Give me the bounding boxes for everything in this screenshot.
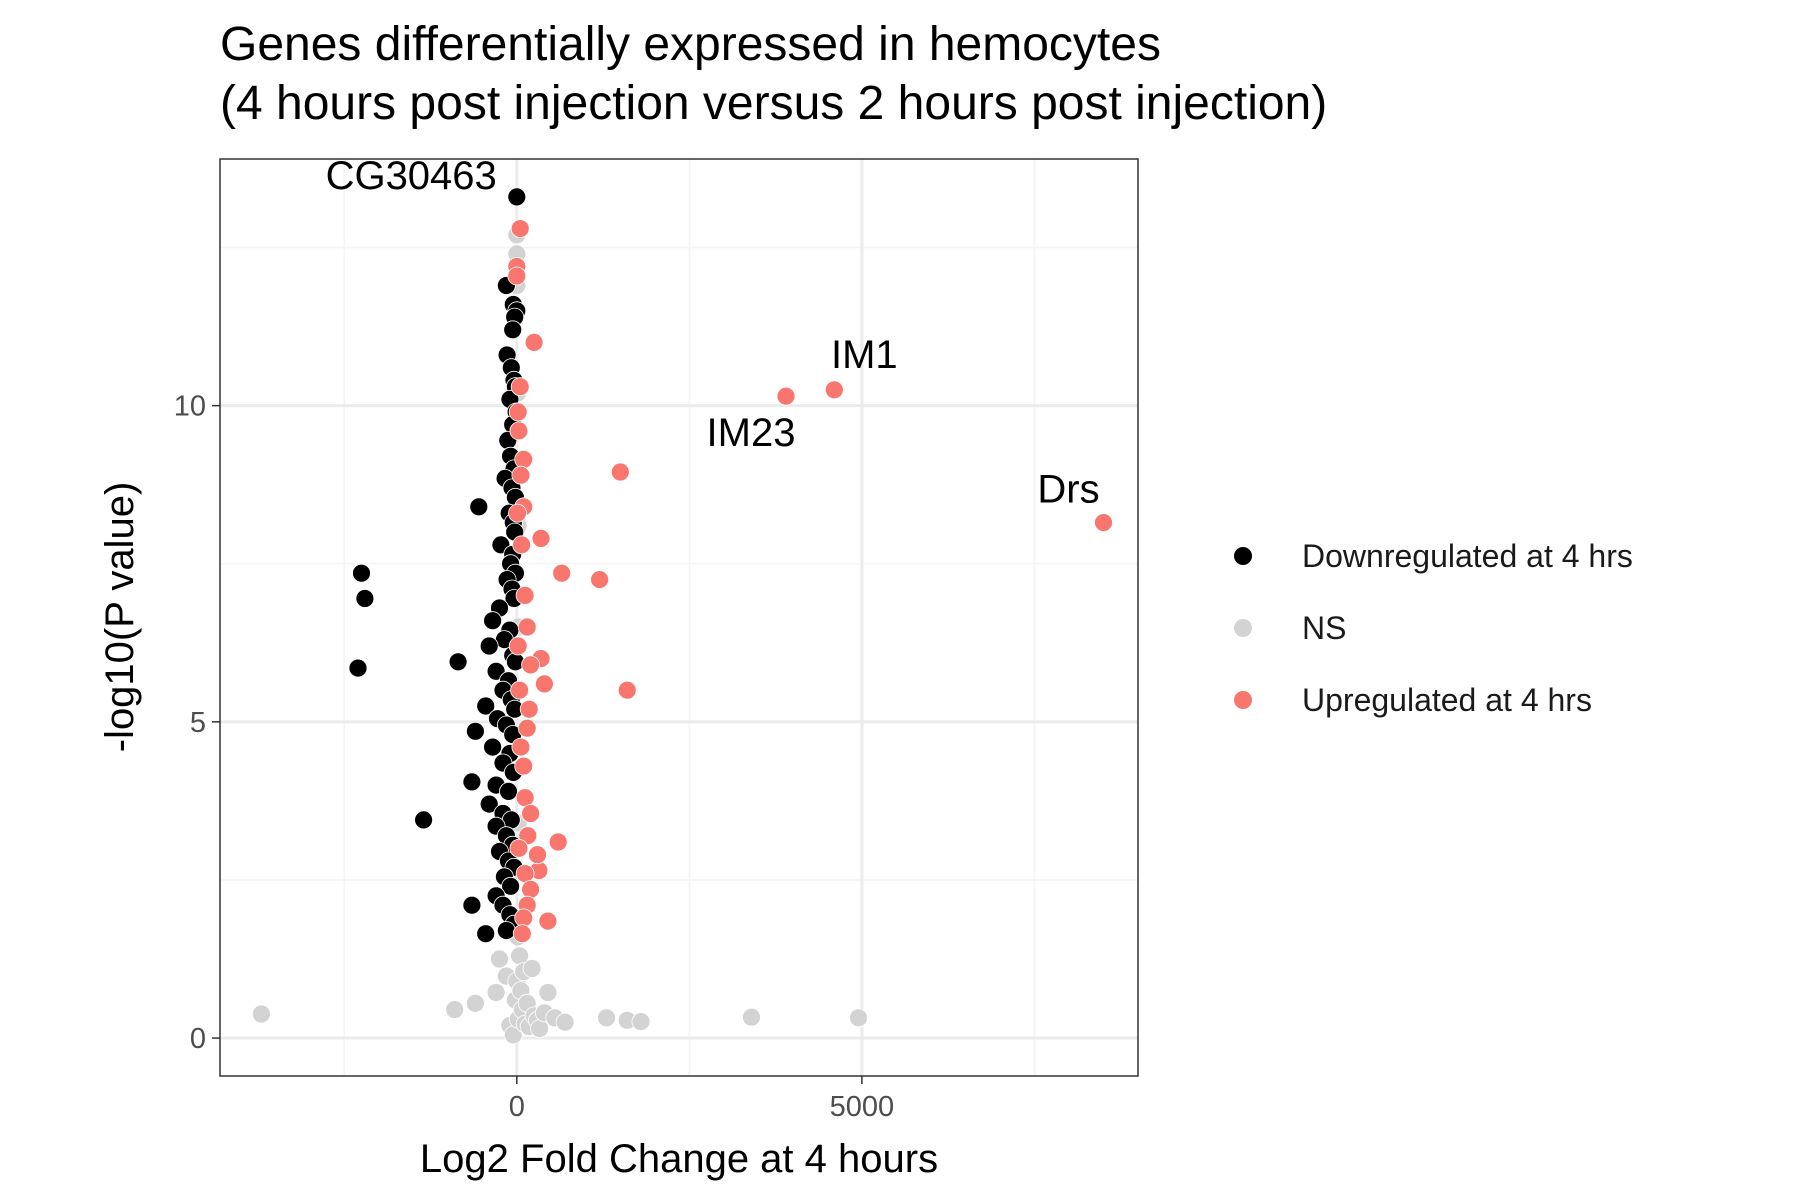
data-point (510, 219, 530, 239)
data-point (519, 699, 539, 719)
data-point (483, 737, 503, 757)
y-tick-label: 5 (190, 707, 206, 739)
data-point (776, 386, 796, 406)
data-point (515, 586, 535, 605)
panel-border (219, 158, 1139, 1077)
data-point (521, 804, 540, 823)
data-point (548, 832, 568, 852)
legend-label: Upregulated at 4 hrs (1302, 682, 1592, 718)
data-point (535, 674, 554, 694)
data-point (512, 535, 531, 555)
y-axis-title: -log10(P value) (98, 482, 142, 753)
data-point (508, 503, 527, 523)
data-point (524, 332, 544, 352)
data-point (507, 187, 527, 207)
data-point (509, 838, 529, 858)
data-point (507, 266, 527, 286)
data-point (506, 652, 525, 672)
data-point (490, 949, 509, 969)
data-point (511, 465, 531, 485)
data-point (552, 563, 572, 583)
gene-label: IM23 (707, 411, 796, 455)
data-point (521, 655, 540, 675)
legend-label: NS (1302, 610, 1346, 646)
data-point (503, 320, 523, 340)
x-axis-title: Log2 Fold Change at 4 hours (420, 1137, 938, 1181)
chart-title-line1: Genes differentially expressed in hemocy… (220, 18, 1161, 71)
data-point (448, 652, 468, 672)
data-point (610, 462, 630, 482)
data-point (515, 864, 535, 883)
data-point (476, 696, 496, 716)
data-point (508, 402, 528, 422)
data-point (617, 680, 637, 700)
data-points (251, 187, 1113, 1045)
y-tick-label: 10 (174, 391, 206, 423)
data-point (631, 1012, 651, 1031)
legend: Downregulated at 4 hrs NS Upregulated at 4… (1234, 538, 1633, 718)
data-point (501, 876, 521, 896)
gene-label: IM1 (831, 333, 898, 377)
legend-key (1234, 691, 1252, 709)
data-point (514, 756, 534, 776)
data-point (538, 911, 558, 931)
data-point (530, 1019, 549, 1038)
data-point (348, 658, 368, 678)
data-point (483, 611, 503, 631)
data-point (511, 737, 531, 757)
data-point (528, 845, 547, 865)
data-point (462, 772, 482, 792)
x-tick-label: 0 (509, 1091, 525, 1123)
data-point (479, 636, 499, 656)
data-point (555, 1012, 575, 1032)
legend-key (1234, 547, 1252, 565)
data-point (514, 449, 534, 469)
data-point (476, 924, 496, 944)
data-point (469, 497, 489, 517)
data-point (597, 1008, 616, 1028)
data-point (510, 377, 530, 397)
legend-key (1234, 619, 1252, 637)
data-point (515, 788, 535, 808)
data-point (849, 1008, 868, 1028)
data-point (824, 380, 844, 400)
data-point (521, 880, 540, 899)
gene-annotations: CG30463 IM1 IM23 Drs (326, 154, 1100, 512)
data-point (479, 794, 499, 814)
data-point (496, 921, 516, 940)
legend-label: Downregulated at 4 hrs (1302, 538, 1633, 574)
data-point (538, 983, 558, 1002)
data-point (590, 570, 609, 589)
data-point (499, 782, 518, 801)
y-tick-label: 0 (190, 1023, 206, 1055)
data-point (517, 718, 537, 738)
data-point (742, 1007, 761, 1027)
chart-title-line2: (4 hours post injection versus 2 hours p… (220, 77, 1327, 130)
data-point (517, 617, 537, 637)
data-point (486, 983, 506, 1002)
data-point (512, 924, 532, 944)
data-point (445, 1000, 465, 1019)
gene-label: CG30463 (326, 154, 497, 198)
data-point (414, 810, 434, 830)
data-point (531, 529, 551, 548)
data-point (514, 908, 534, 928)
data-point (465, 993, 485, 1013)
data-point (352, 563, 371, 583)
data-point (462, 895, 482, 915)
axes: 0 5000 0 5 10 (174, 391, 894, 1123)
data-point (355, 589, 375, 608)
data-point (465, 721, 485, 741)
data-point (1094, 513, 1113, 532)
data-point (510, 680, 529, 700)
x-tick-label: 5000 (830, 1091, 895, 1123)
data-point (508, 636, 528, 656)
gene-label: Drs (1037, 468, 1099, 512)
data-point (522, 959, 542, 978)
data-point (251, 1004, 271, 1024)
data-point (509, 421, 529, 441)
